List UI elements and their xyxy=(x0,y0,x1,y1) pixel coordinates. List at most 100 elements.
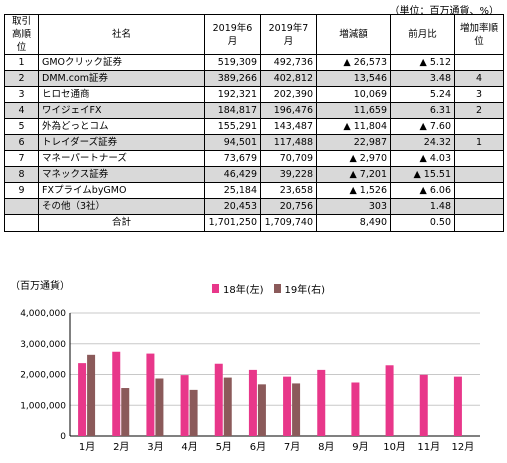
y-tick-label: 2,000,000 xyxy=(20,371,66,381)
cell-mom: ▲ 6.06 xyxy=(390,182,455,199)
bar-18 xyxy=(112,351,121,436)
cell-rank: 9 xyxy=(4,182,39,199)
x-tick-label: 6月 xyxy=(250,441,266,453)
cell-diff: 11,659 xyxy=(316,102,391,119)
total-row: 合計 1,701,250 1,709,740 8,490 0.50 xyxy=(4,214,504,232)
cell-june: 155,291 xyxy=(204,118,261,135)
table-row: 6 トレイダーズ証券 94,501 117,488 22,987 24.32 1 xyxy=(4,134,504,151)
cell-july: 143,487 xyxy=(260,118,317,135)
chart-legend: 18年(左) 19年(右) xyxy=(212,281,325,296)
cell-company: 外為どっとコム xyxy=(38,118,205,135)
cell-mom: 6.31 xyxy=(390,102,455,119)
cell-mom: 5.24 xyxy=(390,86,455,103)
legend-label-18: 18年(左) xyxy=(223,285,264,296)
cell-diff: 10,069 xyxy=(316,86,391,103)
bar-18 xyxy=(351,382,360,436)
bar-18 xyxy=(180,375,189,436)
legend-swatch-18 xyxy=(212,284,219,293)
cell-mom: ▲ 4.03 xyxy=(390,150,455,167)
cell-company: その他（3社） xyxy=(38,198,205,215)
y-tick-label: 4,000,000 xyxy=(20,309,66,319)
cell-growth-rank xyxy=(454,54,504,71)
bar-18 xyxy=(317,369,326,436)
total-june: 1,701,250 xyxy=(204,214,261,232)
x-tick-label: 10月 xyxy=(383,441,406,453)
cell-june: 519,309 xyxy=(204,54,261,71)
cell-diff: ▲ 26,573 xyxy=(316,54,391,71)
bar-19 xyxy=(292,383,301,436)
total-july: 1,709,740 xyxy=(260,214,317,232)
bar-chart-plot: 0 1,000,000 2,000,000 3,000,000 4,000,000 1月 2… xyxy=(20,309,480,453)
cell-june: 46,429 xyxy=(204,166,261,183)
cell-company: マネックス証券 xyxy=(38,166,205,183)
cell-july: 23,658 xyxy=(260,182,317,199)
bar-19 xyxy=(121,388,130,436)
cell-company: GMOクリック証券 xyxy=(38,54,205,71)
cell-diff: 303 xyxy=(316,198,391,215)
cell-mom: ▲ 7.60 xyxy=(390,118,455,135)
cell-growth-rank xyxy=(454,150,504,167)
cell-july: 196,476 xyxy=(260,102,317,119)
table-row: 1 GMOクリック証券 519,309 492,736 ▲ 26,573 ▲ 5.12 xyxy=(4,54,504,71)
bar-18 xyxy=(283,376,292,436)
cell-july: 117,488 xyxy=(260,134,317,151)
bar-19 xyxy=(189,389,198,436)
cell-july: 39,228 xyxy=(260,166,317,183)
header-growth-rank: 増加率順位 xyxy=(454,14,504,55)
x-tick-label: 2月 xyxy=(113,441,129,453)
cell-july: 202,390 xyxy=(260,86,317,103)
table-row: 8 マネックス証券 46,429 39,228 ▲ 7,201 ▲ 15.51 xyxy=(4,166,504,183)
x-tick-label: 5月 xyxy=(216,441,232,453)
table-row: 5 外為どっとコム 155,291 143,487 ▲ 11,804 ▲ 7.60 xyxy=(4,118,504,135)
cell-june: 73,679 xyxy=(204,150,261,167)
table-row: その他（3社） 20,453 20,756 303 1.48 xyxy=(4,198,504,215)
cell-june: 184,817 xyxy=(204,102,261,119)
cell-rank: 5 xyxy=(4,118,39,135)
cell-growth-rank xyxy=(454,198,504,215)
cell-mom: ▲ 15.51 xyxy=(390,166,455,183)
legend-label-19: 19年(右) xyxy=(284,285,326,296)
cell-company: ヒロセ通商 xyxy=(38,86,205,103)
bar-19 xyxy=(87,354,96,436)
y-tick-label: 0 xyxy=(60,432,66,442)
x-tick-label: 1月 xyxy=(79,441,95,453)
cell-diff: ▲ 11,804 xyxy=(316,118,391,135)
table-header-row: 取引高順位 社名 2019年6月 2019年7月 増減額 前月比 増加率順位 xyxy=(4,14,504,55)
y-tick-label: 1,000,000 xyxy=(20,401,66,411)
bar-18 xyxy=(419,374,428,436)
header-july: 2019年7月 xyxy=(260,14,317,55)
x-tick-label: 4月 xyxy=(181,441,197,453)
cell-rank: 4 xyxy=(4,102,39,119)
cell-june: 25,184 xyxy=(204,182,261,199)
bar-18 xyxy=(385,365,394,436)
cell-growth-rank xyxy=(454,166,504,183)
table-row: 3 ヒロセ通商 192,321 202,390 10,069 5.24 3 xyxy=(4,86,504,103)
cell-june: 94,501 xyxy=(204,134,261,151)
cell-rank: 3 xyxy=(4,86,39,103)
y-axis-unit: （百万通貨） xyxy=(10,281,70,292)
cell-diff: 22,987 xyxy=(316,134,391,151)
cell-june: 192,321 xyxy=(204,86,261,103)
cell-july: 402,812 xyxy=(260,70,317,87)
x-tick-label: 9月 xyxy=(352,441,368,453)
monthly-volume-chart: （百万通貨） 18年(左) 19年(右) 0 1,000,000 2,000,000… xyxy=(0,258,507,463)
cell-rank xyxy=(4,198,39,215)
table-row: 2 DMM.com証券 389,266 402,812 13,546 3.48 4 xyxy=(4,70,504,87)
header-company: 社名 xyxy=(38,14,205,55)
x-tick-label: 3月 xyxy=(147,441,163,453)
cell-june: 20,453 xyxy=(204,198,261,215)
y-tick-label: 3,000,000 xyxy=(20,340,66,350)
total-diff: 8,490 xyxy=(316,214,391,232)
bar-19 xyxy=(257,384,266,436)
header-june: 2019年6月 xyxy=(204,14,261,55)
legend-swatch-19 xyxy=(273,284,281,293)
cell-company: DMM.com証券 xyxy=(38,70,205,87)
cell-growth-rank: 1 xyxy=(454,134,504,151)
total-label: 合計 xyxy=(38,214,205,232)
cell-rank: 7 xyxy=(4,150,39,167)
cell-diff: ▲ 1,526 xyxy=(316,182,391,199)
cell-rank: 1 xyxy=(4,54,39,71)
cell-growth-rank: 4 xyxy=(454,70,504,87)
cell-mom: 1.48 xyxy=(390,198,455,215)
bar-19 xyxy=(223,377,232,436)
